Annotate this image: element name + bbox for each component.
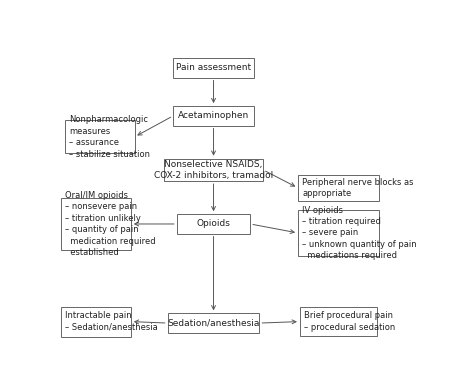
FancyBboxPatch shape [61, 307, 131, 337]
Text: Pain assessment: Pain assessment [176, 63, 251, 72]
Text: IV opioids
– titration required
– severe pain
– unknown quantity of pain
  medic: IV opioids – titration required – severe… [302, 206, 417, 261]
Text: Intractable pain
– Sedation/anesthesia: Intractable pain – Sedation/anesthesia [65, 311, 158, 332]
Text: Brief procedural pain
– procedural sedation: Brief procedural pain – procedural sedat… [304, 311, 395, 332]
Text: Acetaminophen: Acetaminophen [178, 112, 249, 121]
Text: Oral/IM opioids
– nonsevere pain
– titration unlikely
– quantity of pain
  medic: Oral/IM opioids – nonsevere pain – titra… [65, 191, 156, 257]
Text: Nonpharmacologic
measures
– assurance
– stabilize situation: Nonpharmacologic measures – assurance – … [69, 115, 150, 159]
Text: Peripheral nerve blocks as
appropriate: Peripheral nerve blocks as appropriate [302, 178, 414, 198]
FancyBboxPatch shape [298, 210, 379, 256]
Text: Opioids: Opioids [197, 220, 230, 229]
FancyBboxPatch shape [61, 198, 131, 250]
FancyBboxPatch shape [298, 175, 379, 201]
FancyBboxPatch shape [300, 307, 377, 336]
FancyBboxPatch shape [173, 58, 254, 78]
FancyBboxPatch shape [173, 106, 254, 126]
FancyBboxPatch shape [168, 313, 259, 333]
FancyBboxPatch shape [177, 214, 250, 234]
Text: Nonselective NSAIDS,
COX-2 inhibitors, tramadol: Nonselective NSAIDS, COX-2 inhibitors, t… [154, 160, 273, 180]
FancyBboxPatch shape [65, 121, 135, 153]
FancyBboxPatch shape [164, 159, 263, 181]
Text: Sedation/anesthesia: Sedation/anesthesia [167, 319, 260, 328]
